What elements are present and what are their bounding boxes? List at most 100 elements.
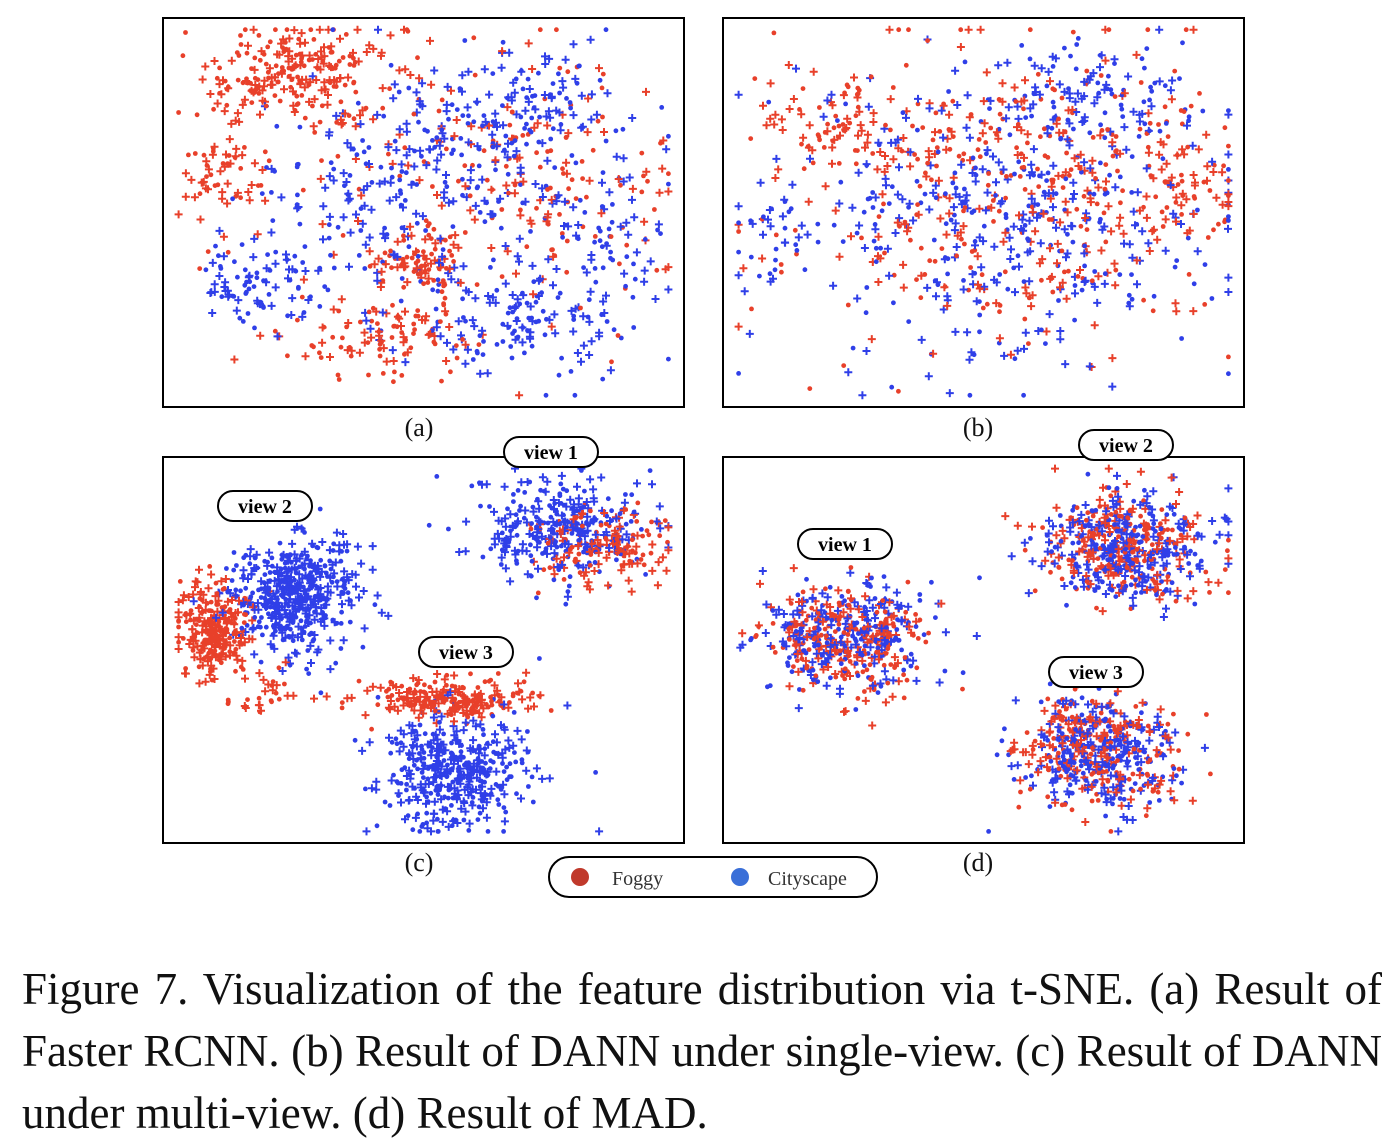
cityscape-point [271, 283, 280, 292]
foggy-point [276, 71, 281, 77]
cityscape-point [544, 107, 553, 116]
foggy-point [444, 682, 449, 688]
foggy-point [841, 128, 847, 133]
foggy-point [1074, 206, 1080, 212]
cityscape-point [1049, 161, 1058, 170]
cityscape-point [994, 61, 1003, 70]
foggy-point [204, 654, 210, 659]
cityscape-point [449, 740, 454, 746]
foggy-point [770, 120, 779, 129]
cityscape-point [426, 522, 432, 528]
foggy-point [982, 68, 991, 77]
cityscape-point [477, 810, 483, 816]
foggy-point [1096, 131, 1105, 140]
foggy-point [1084, 227, 1090, 233]
foggy-point [1004, 174, 1009, 179]
cityscape-point [464, 67, 473, 76]
cityscape-point [1117, 272, 1123, 277]
cityscape-point [435, 829, 441, 834]
cityscape-point [438, 783, 444, 788]
cityscape-point [365, 738, 374, 747]
foggy-point [386, 151, 391, 157]
cityscape-point [1050, 64, 1056, 69]
cityscape-point [254, 275, 260, 281]
cityscape-point [437, 719, 442, 725]
cityscape-point [438, 817, 447, 826]
cityscape-point [372, 602, 378, 608]
cityscape-point [378, 308, 387, 317]
cityscape-point [320, 595, 326, 600]
foggy-point [401, 65, 410, 74]
foggy-point [467, 122, 476, 131]
cityscape-point [495, 797, 501, 803]
cityscape-point [424, 820, 429, 826]
cityscape-point [1200, 108, 1206, 114]
cityscape-point [1226, 108, 1231, 113]
foggy-point [654, 267, 660, 273]
cityscape-point [459, 797, 468, 806]
foggy-point [209, 677, 215, 683]
cityscape-point [545, 54, 554, 63]
foggy-point [1001, 228, 1010, 237]
cityscape-point [449, 766, 455, 772]
foggy-point [965, 113, 974, 122]
cityscape-point [640, 266, 649, 275]
foggy-point [216, 167, 225, 176]
cityscape-point [449, 197, 458, 206]
cityscape-point [495, 751, 501, 757]
cityscape-point [308, 561, 313, 567]
foggy-point [262, 149, 268, 155]
foggy-point [1035, 259, 1044, 268]
foggy-point [310, 95, 319, 104]
cityscape-point [589, 519, 594, 525]
foggy-point [597, 209, 606, 218]
foggy-point [266, 75, 271, 81]
foggy-point [1121, 579, 1127, 585]
foggy-point [614, 536, 620, 542]
foggy-point [427, 80, 436, 89]
foggy-point [1179, 212, 1184, 217]
foggy-point [449, 240, 458, 249]
cityscape-point [612, 152, 621, 161]
cityscape-point [389, 739, 395, 745]
cityscape-point [569, 153, 575, 158]
foggy-point [840, 122, 846, 127]
cityscape-point [614, 557, 619, 563]
cityscape-point [569, 40, 578, 49]
foggy-point [528, 65, 537, 73]
cityscape-point [477, 210, 483, 215]
foggy-point [547, 195, 556, 204]
foggy-point [771, 30, 777, 36]
foggy-point [522, 668, 531, 677]
foggy-point [377, 346, 382, 352]
cityscape-point [494, 287, 500, 293]
cityscape-point [476, 163, 482, 169]
foggy-point [1160, 224, 1166, 229]
foggy-point [195, 679, 204, 688]
cityscape-point [375, 179, 384, 188]
cityscape-point [510, 88, 519, 97]
cityscape-point [470, 322, 479, 331]
foggy-point [980, 305, 986, 311]
foggy-point [658, 140, 663, 146]
cityscape-point [1108, 87, 1114, 93]
cityscape-point [582, 488, 587, 494]
cityscape-point [381, 113, 387, 119]
cityscape-point [969, 210, 975, 215]
foggy-point [187, 175, 196, 184]
cityscape-point [1147, 102, 1156, 111]
foggy-point [418, 264, 423, 270]
cityscape-point [924, 372, 933, 381]
foggy-point [247, 181, 256, 189]
foggy-point [1022, 187, 1028, 192]
cityscape-point [581, 265, 586, 270]
cityscape-point [393, 736, 399, 742]
foggy-point [1020, 153, 1028, 162]
cityscape-point [501, 279, 510, 288]
cityscape-point [943, 221, 949, 227]
cityscape-point [557, 471, 566, 480]
cityscape-point [480, 65, 489, 74]
foggy-point [739, 264, 748, 273]
foggy-point [450, 717, 458, 726]
foggy-point [945, 110, 954, 119]
